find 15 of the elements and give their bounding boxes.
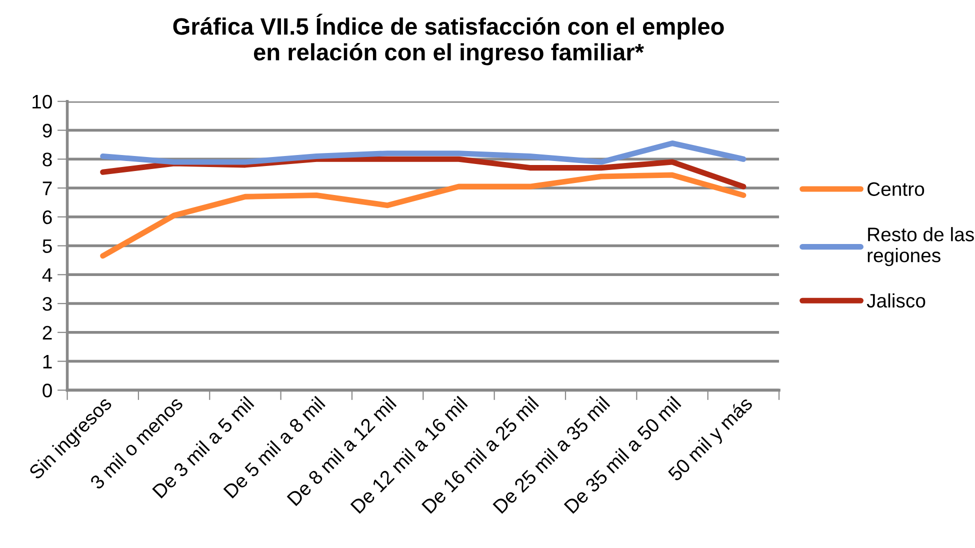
legend-label: Resto de las regiones xyxy=(868,227,974,266)
chart-title: Gráfica VII.5 Índice de satisfacción con el empleo en relación con el ingreso familiar* xyxy=(173,14,724,66)
y-tick-label: 4 xyxy=(42,268,52,282)
legend-label: Jalisco xyxy=(866,293,926,308)
y-tick-label: 8 xyxy=(42,152,52,166)
legend-label: Centro xyxy=(868,182,924,196)
y-tick-label: 7 xyxy=(42,182,52,196)
y-tick-label: 6 xyxy=(42,210,52,224)
y-tick-label: 1 xyxy=(43,354,52,368)
y-tick-label: 2 xyxy=(42,326,52,340)
y-tick-label: 5 xyxy=(42,239,52,254)
y-tick-label: 3 xyxy=(42,297,52,311)
y-tick-label: 0 xyxy=(42,384,52,398)
y-tick-label: 10 xyxy=(32,94,52,109)
y-tick-label: 9 xyxy=(42,124,52,138)
